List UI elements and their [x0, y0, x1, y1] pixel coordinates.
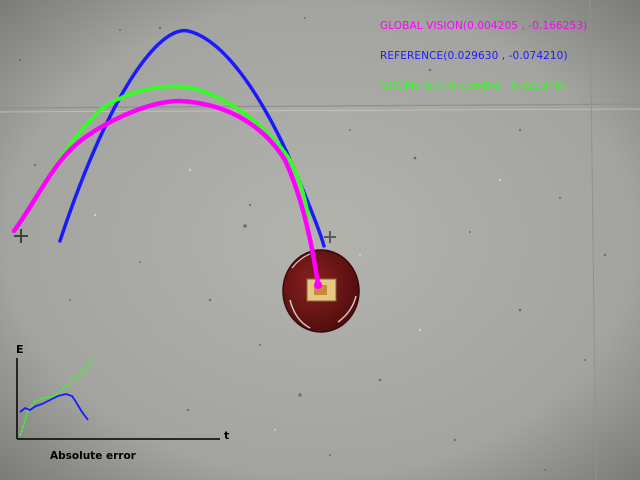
- error-plot: [16, 358, 220, 440]
- start-marker: [14, 229, 28, 243]
- robot-wheel-right: [337, 295, 357, 323]
- legend-odometer: ODOMETER(-0.136456 , 0.322378): [380, 80, 566, 92]
- error-plot-caption: Absolute error: [50, 450, 136, 462]
- target-marker: [324, 231, 336, 243]
- error-plot-y-label: E: [16, 343, 24, 356]
- reference-path: [58, 28, 326, 248]
- global-vision-path: [11, 98, 321, 287]
- robot: [282, 249, 360, 333]
- error-curve-reference: [19, 393, 89, 421]
- global-vision-current-point: [314, 281, 322, 289]
- floor-speckles: [18, 17, 607, 471]
- robot-wheel-left: [289, 299, 311, 329]
- legend-reference: REFERENCE(0.029630 , -0.074210): [380, 50, 568, 62]
- tile-seam-vertical: [589, 0, 597, 480]
- error-curve-odometer: [19, 359, 93, 437]
- error-plot-x-label: t: [224, 429, 230, 442]
- legend-global-vision: GLOBAL VISION(0.004205 , -0.166253): [380, 20, 588, 32]
- floor-light-speckles: [93, 168, 502, 431]
